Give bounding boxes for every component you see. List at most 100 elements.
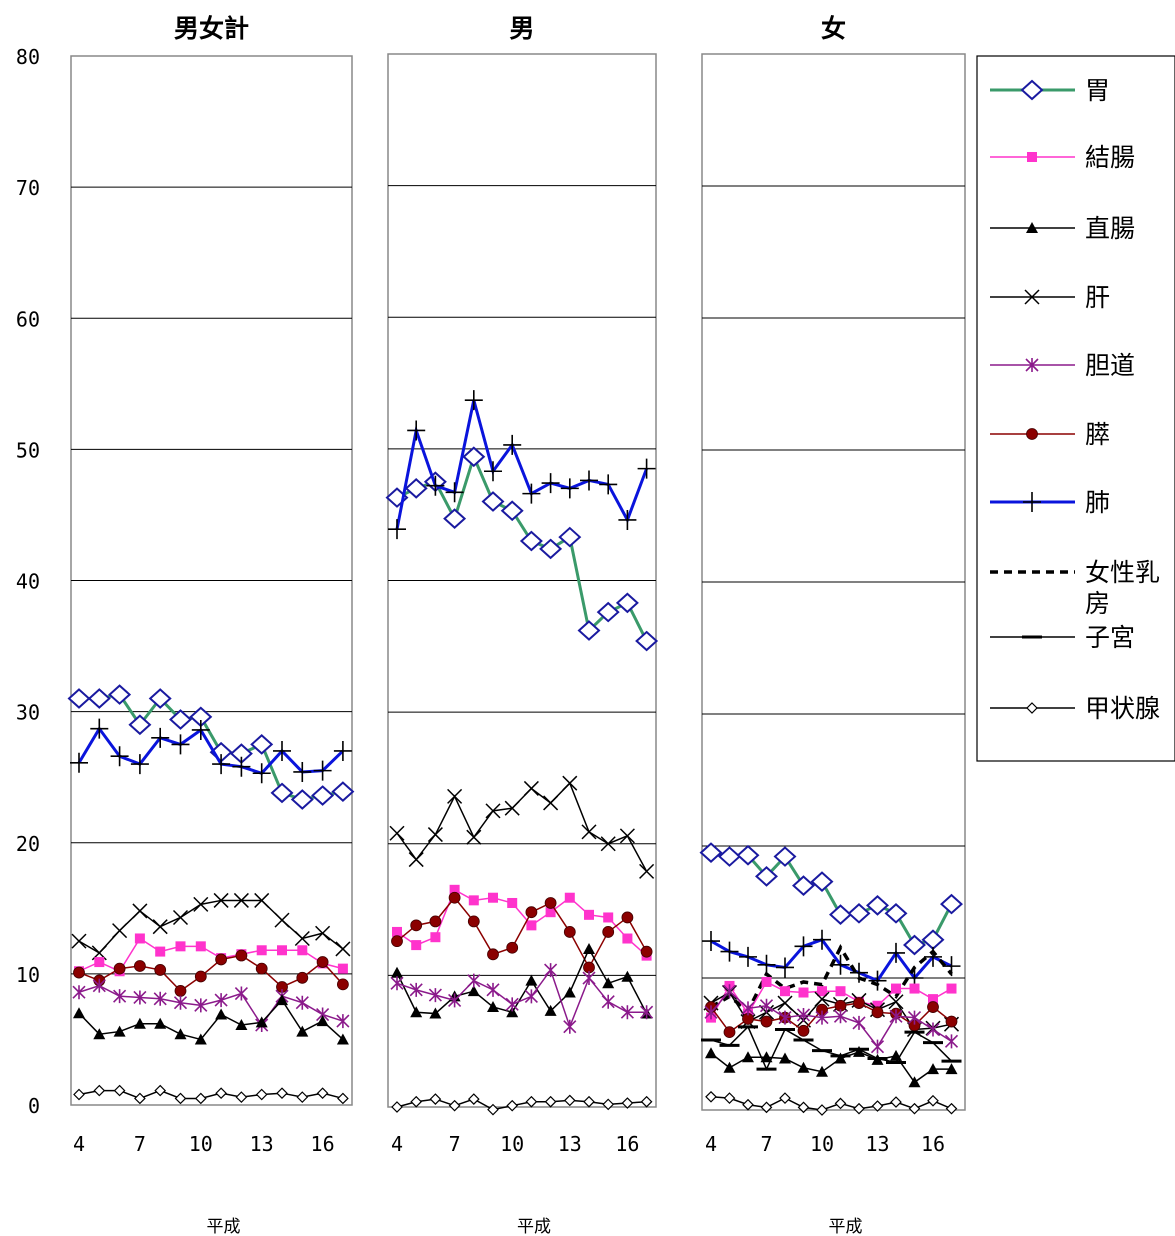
legend-label: 結腸: [1085, 143, 1135, 172]
data-point-liver: [294, 930, 310, 947]
data-point-stomach: [755, 866, 778, 887]
data-point-rectum: [276, 994, 288, 1006]
data-point-biliary: [428, 988, 442, 1003]
data-point-liver: [639, 863, 655, 879]
data-point-colon: [545, 907, 556, 918]
data-point-thyroid: [154, 1084, 167, 1097]
data-point-rectum: [797, 1061, 810, 1073]
data-point-thyroid: [563, 1094, 576, 1107]
x-tick-label: 4: [705, 1132, 717, 1156]
data-point-thyroid: [235, 1091, 248, 1103]
data-point-thyroid: [467, 1093, 480, 1105]
data-point-liver: [315, 925, 331, 941]
legend-label: 膵: [1085, 420, 1110, 449]
data-point-biliary: [486, 982, 500, 997]
data-point-liver: [112, 923, 128, 939]
data-point-lung: [293, 761, 312, 782]
data-point-pancreas: [544, 897, 557, 909]
series-uterus: [701, 1025, 962, 1071]
data-point-stomach: [829, 904, 852, 925]
legend-item-thyroid: 甲状腺: [990, 694, 1160, 723]
data-point-lung: [191, 719, 210, 740]
data-point-colon: [928, 994, 938, 1005]
data-point-lung: [445, 482, 464, 503]
data-point-rectum: [429, 1007, 442, 1019]
data-point-pancreas: [73, 966, 85, 979]
data-point-thyroid: [410, 1095, 423, 1108]
data-point-liver: [543, 795, 559, 811]
data-point-lung: [407, 420, 426, 441]
data-point-rectum: [113, 1025, 126, 1037]
panel-1: 男女計 4 7 10 13 16 平成: [67, 14, 355, 1236]
data-point-colon: [909, 983, 920, 994]
data-point-stomach: [773, 846, 797, 867]
data-point-lung: [560, 478, 579, 499]
data-point-liver: [233, 892, 249, 908]
data-point-thyroid: [194, 1092, 207, 1105]
data-point-colon: [195, 941, 206, 952]
data-point-rectum: [93, 1028, 106, 1040]
series-rectum: [705, 1045, 958, 1088]
data-point-lung: [580, 470, 598, 491]
data-point-colon: [946, 983, 957, 994]
data-point-stomach: [290, 789, 314, 810]
data-point-rectum: [487, 1000, 499, 1012]
data-point-stomach: [128, 714, 152, 736]
data-point-lung: [212, 754, 231, 775]
data-point-lung: [599, 474, 618, 495]
y-tick-label: 80: [16, 45, 40, 69]
series-thyroid: [391, 1093, 653, 1116]
x-tick-label: 10: [189, 1132, 213, 1156]
data-point-colon: [155, 946, 166, 957]
data-point-lung: [252, 763, 271, 784]
data-point-colon: [134, 933, 145, 944]
data-point-thyroid: [448, 1099, 461, 1112]
data-point-thyroid: [890, 1096, 902, 1108]
data-point-colon: [94, 957, 105, 968]
data-point-biliary: [72, 985, 86, 1000]
series-pancreas: [73, 949, 349, 997]
data-point-liver: [152, 919, 168, 935]
data-point-rectum: [621, 970, 634, 982]
series-liver: [389, 775, 655, 879]
data-point-liver: [447, 788, 463, 804]
x-tick-label: 13: [865, 1132, 889, 1156]
data-point-pancreas: [316, 956, 329, 968]
data-point-thyroid: [871, 1100, 884, 1112]
legend-box: [976, 55, 1175, 762]
data-point-biliary: [722, 984, 737, 999]
data-point-pancreas: [797, 1024, 810, 1037]
data-point-thyroid: [602, 1098, 615, 1111]
data-point-pancreas: [429, 915, 442, 928]
data-point-thyroid: [927, 1094, 939, 1107]
data-point-thyroid: [487, 1103, 499, 1116]
data-point-lung: [171, 734, 190, 755]
data-point-biliary: [467, 973, 481, 988]
data-point-biliary: [409, 982, 423, 997]
panel-2: 男 4 7 10 13 16 平成: [385, 14, 659, 1236]
data-point-thyroid: [93, 1084, 106, 1097]
data-point-thyroid: [723, 1092, 736, 1104]
data-point-lung: [702, 931, 720, 952]
y-tick-label: 50: [16, 438, 40, 462]
data-point-liver: [814, 991, 830, 1007]
data-point-thyroid: [760, 1101, 773, 1114]
data-point-stomach: [500, 500, 524, 522]
data-point-pancreas: [487, 948, 499, 961]
data-point-pancreas: [945, 1015, 958, 1028]
data-point-thyroid: [506, 1099, 519, 1112]
data-point-liver: [777, 995, 793, 1011]
data-point-lung: [503, 434, 522, 455]
legend-marker-lung: [1023, 492, 1041, 512]
data-point-liver: [485, 803, 501, 819]
data-point-thyroid: [544, 1095, 557, 1108]
x-tick-label: 4: [73, 1132, 85, 1156]
data-point-lung: [130, 754, 149, 775]
legend-label: 肺: [1085, 488, 1110, 517]
data-point-liver: [600, 836, 616, 852]
data-point-stomach: [699, 842, 723, 863]
series-line-lung: [710, 937, 953, 983]
legend-marker-pancreas: [1026, 428, 1038, 440]
data-point-biliary: [214, 993, 228, 1008]
data-point-pancreas: [235, 949, 248, 962]
